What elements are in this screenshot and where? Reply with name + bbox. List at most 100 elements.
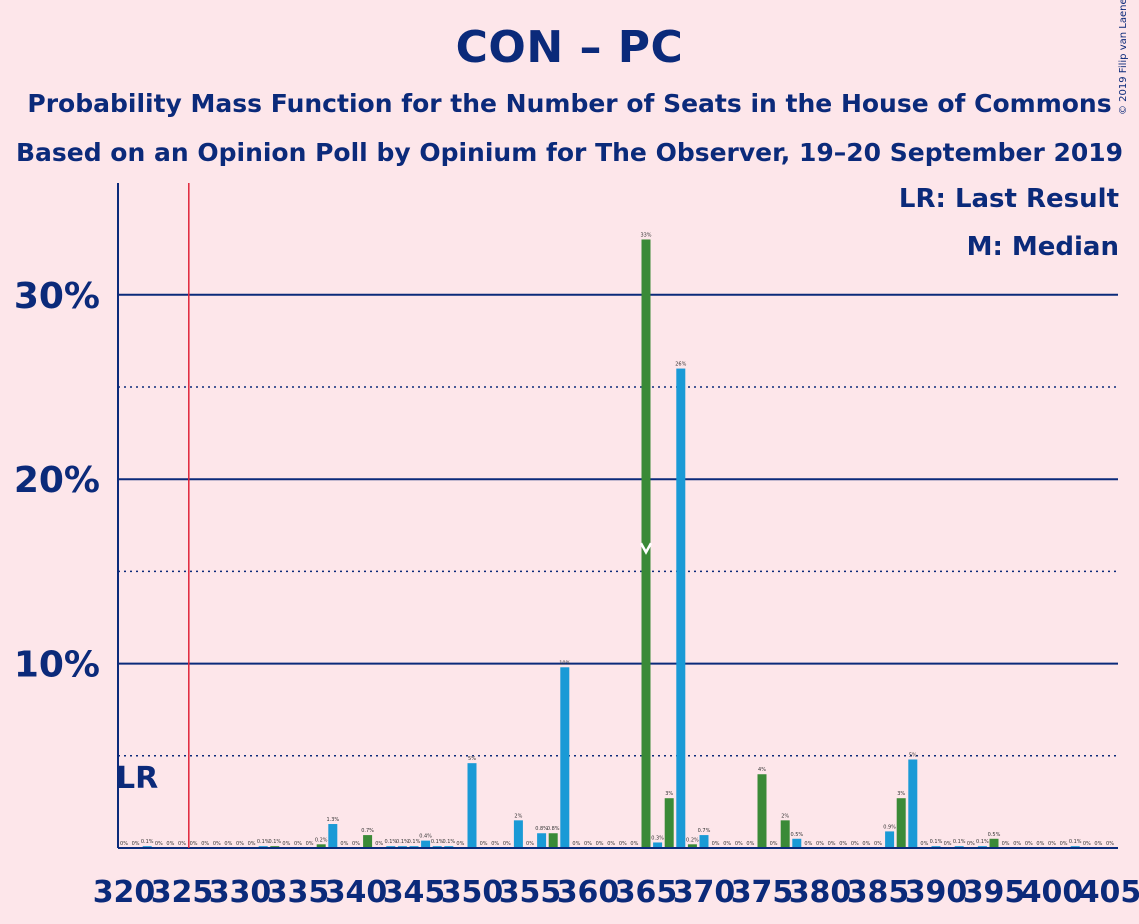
x-tick-label: 335 (267, 875, 330, 910)
data-label-348: 0.1% (442, 839, 455, 845)
data-label-359: 0% (572, 841, 580, 847)
x-tick-label: 320 (93, 875, 156, 910)
data-label-324: 0% (166, 841, 174, 847)
data-label-336: 0% (306, 841, 314, 847)
data-label-385: 0% (874, 841, 882, 847)
bar-354 (513, 820, 523, 848)
data-label-345: 0.1% (408, 839, 421, 845)
bar-386 (885, 831, 895, 848)
data-label-350: 5% (468, 756, 476, 762)
bar-358 (560, 667, 570, 848)
data-label-384: 0% (862, 841, 870, 847)
x-tick-label: 375 (731, 875, 794, 910)
data-label-396: 0% (1002, 841, 1010, 847)
data-label-327: 0% (201, 841, 209, 847)
data-label-362: 0% (607, 841, 615, 847)
x-tick-label: 340 (325, 875, 388, 910)
data-label-390: 0.1% (930, 839, 943, 845)
x-tick-label: 400 (1021, 875, 1084, 910)
data-label-344: 0.1% (396, 839, 409, 845)
bar-341 (363, 835, 373, 848)
data-label-392: 0.1% (953, 839, 966, 845)
data-label-331: 0% (248, 841, 256, 847)
data-label-333: 0.1% (268, 839, 281, 845)
data-label-398: 0% (1025, 841, 1033, 847)
data-label-400: 0% (1048, 841, 1056, 847)
x-tick-label: 355 (499, 875, 562, 910)
x-tick-label: 385 (847, 875, 910, 910)
data-label-322: 0.1% (141, 839, 154, 845)
bar-365 (641, 239, 651, 849)
data-label-340: 0% (352, 841, 360, 847)
data-label-376: 0% (770, 841, 778, 847)
data-label-349: 0% (456, 841, 464, 847)
data-label-363: 0% (619, 841, 627, 847)
x-tick-label: 325 (151, 875, 214, 910)
data-label-401: 0% (1060, 841, 1068, 847)
data-label-360: 0% (584, 841, 592, 847)
data-label-399: 0% (1036, 841, 1044, 847)
data-label-352: 0% (491, 841, 499, 847)
data-label-357: 0.8% (547, 826, 560, 832)
data-label-337: 0.2% (315, 837, 328, 843)
x-tick-label: 330 (209, 875, 272, 910)
legend-median: M: Median (966, 232, 1119, 262)
bar-375 (757, 774, 767, 848)
bar-346 (421, 840, 431, 848)
data-label-403: 0% (1083, 841, 1091, 847)
data-label-395: 0.5% (988, 832, 1001, 838)
bar-370 (699, 835, 709, 848)
data-label-394: 0.1% (976, 839, 989, 845)
data-label-389: 0% (920, 841, 928, 847)
data-label-355: 0% (526, 841, 534, 847)
data-label-369: 0.2% (686, 837, 699, 843)
data-label-366: 0.3% (651, 835, 664, 841)
gridlines (118, 293, 1118, 757)
data-label-387: 3% (897, 791, 905, 797)
data-label-361: 0% (596, 841, 604, 847)
data-label-367: 3% (665, 791, 673, 797)
data-label-325: 0% (178, 841, 186, 847)
bar-356 (537, 833, 547, 848)
x-tick-label: 395 (963, 875, 1026, 910)
data-label-372: 0% (723, 841, 731, 847)
y-tick-label: 30% (14, 276, 100, 317)
data-label-405: 0% (1106, 841, 1114, 847)
data-label-321: 0% (132, 841, 140, 847)
data-label-397: 0% (1013, 841, 1021, 847)
x-tick-label: 365 (615, 875, 678, 910)
bar-368 (676, 368, 686, 848)
data-labels: 0% 0% 0.1% 0% 0% 0% 0% 0% 0% 0% 0% 0% 0.1%0.1% 0% 0% 0%… (120, 232, 1114, 847)
data-label-380: 0% (816, 841, 824, 847)
y-axis-ticks: 10% 20% 30% (14, 276, 100, 686)
data-label-329: 0% (224, 841, 232, 847)
data-label-323: 0% (155, 841, 163, 847)
data-label-382: 0% (839, 841, 847, 847)
x-tick-label: 380 (789, 875, 852, 910)
data-label-368: 26% (675, 362, 686, 368)
data-label-365: 33% (640, 232, 651, 238)
x-tick-label: 390 (905, 875, 968, 910)
data-label-356: 0.8% (535, 826, 548, 832)
data-label-332: 0.1% (257, 839, 270, 845)
data-label-347: 0.1% (431, 839, 444, 845)
bar-388 (908, 759, 918, 848)
data-label-341: 0.7% (361, 828, 374, 834)
data-label-338: 1.3% (326, 817, 339, 823)
data-label-388: 5% (909, 752, 917, 758)
last-result-label: LR (116, 761, 158, 796)
bar-387 (896, 798, 906, 848)
legend-last-result: LR: Last Result (898, 184, 1119, 214)
data-label-342: 0% (375, 841, 383, 847)
data-label-402: 0.1% (1069, 839, 1082, 845)
data-label-334: 0% (282, 841, 290, 847)
x-tick-label: 405 (1079, 875, 1139, 910)
overlay: LR (116, 183, 1118, 849)
data-label-375: 4% (758, 767, 766, 773)
data-label-335: 0% (294, 841, 302, 847)
data-label-343: 0.1% (384, 839, 397, 845)
data-label-371: 0% (712, 841, 720, 847)
x-tick-label: 370 (673, 875, 736, 910)
data-label-358: 10% (559, 660, 570, 666)
